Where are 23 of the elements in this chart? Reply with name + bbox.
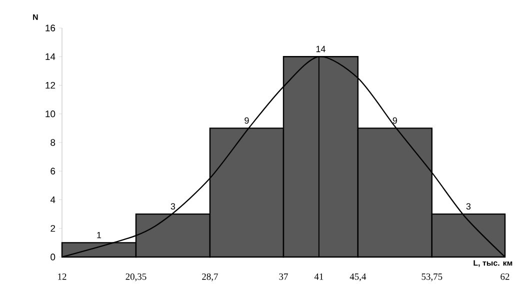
y-tick-label: 10 <box>46 110 56 118</box>
y-tick-label: 2 <box>50 225 56 232</box>
data-label: 3 <box>170 203 176 210</box>
x-tick-label: 12 <box>58 273 66 280</box>
y-tick-label: 12 <box>46 82 56 89</box>
x-tick-label: 41 <box>314 273 324 280</box>
data-label: 9 <box>392 117 397 124</box>
x-tick-label: 20,35 <box>126 273 146 282</box>
x-tick-label: 28,7 <box>202 273 218 282</box>
data-label: 3 <box>466 203 471 210</box>
y-tick-label: 14 <box>46 53 56 60</box>
data-label: 14 <box>316 46 326 52</box>
y-tick-label: 4 <box>50 196 56 204</box>
y-tick-label: 16 <box>46 24 56 32</box>
x-tick-label: 62 <box>500 273 510 280</box>
y-tick-label: 6 <box>50 168 56 174</box>
y-tick-label: 8 <box>50 139 56 146</box>
x-tick-label: 45,4 <box>350 273 366 282</box>
data-label: 1 <box>97 232 102 238</box>
data-label: 9 <box>244 117 249 124</box>
x-tick-label: 37 <box>279 273 288 280</box>
x-tick-label: 53,75 <box>422 273 442 282</box>
y-tick-label: 0 <box>50 254 56 260</box>
